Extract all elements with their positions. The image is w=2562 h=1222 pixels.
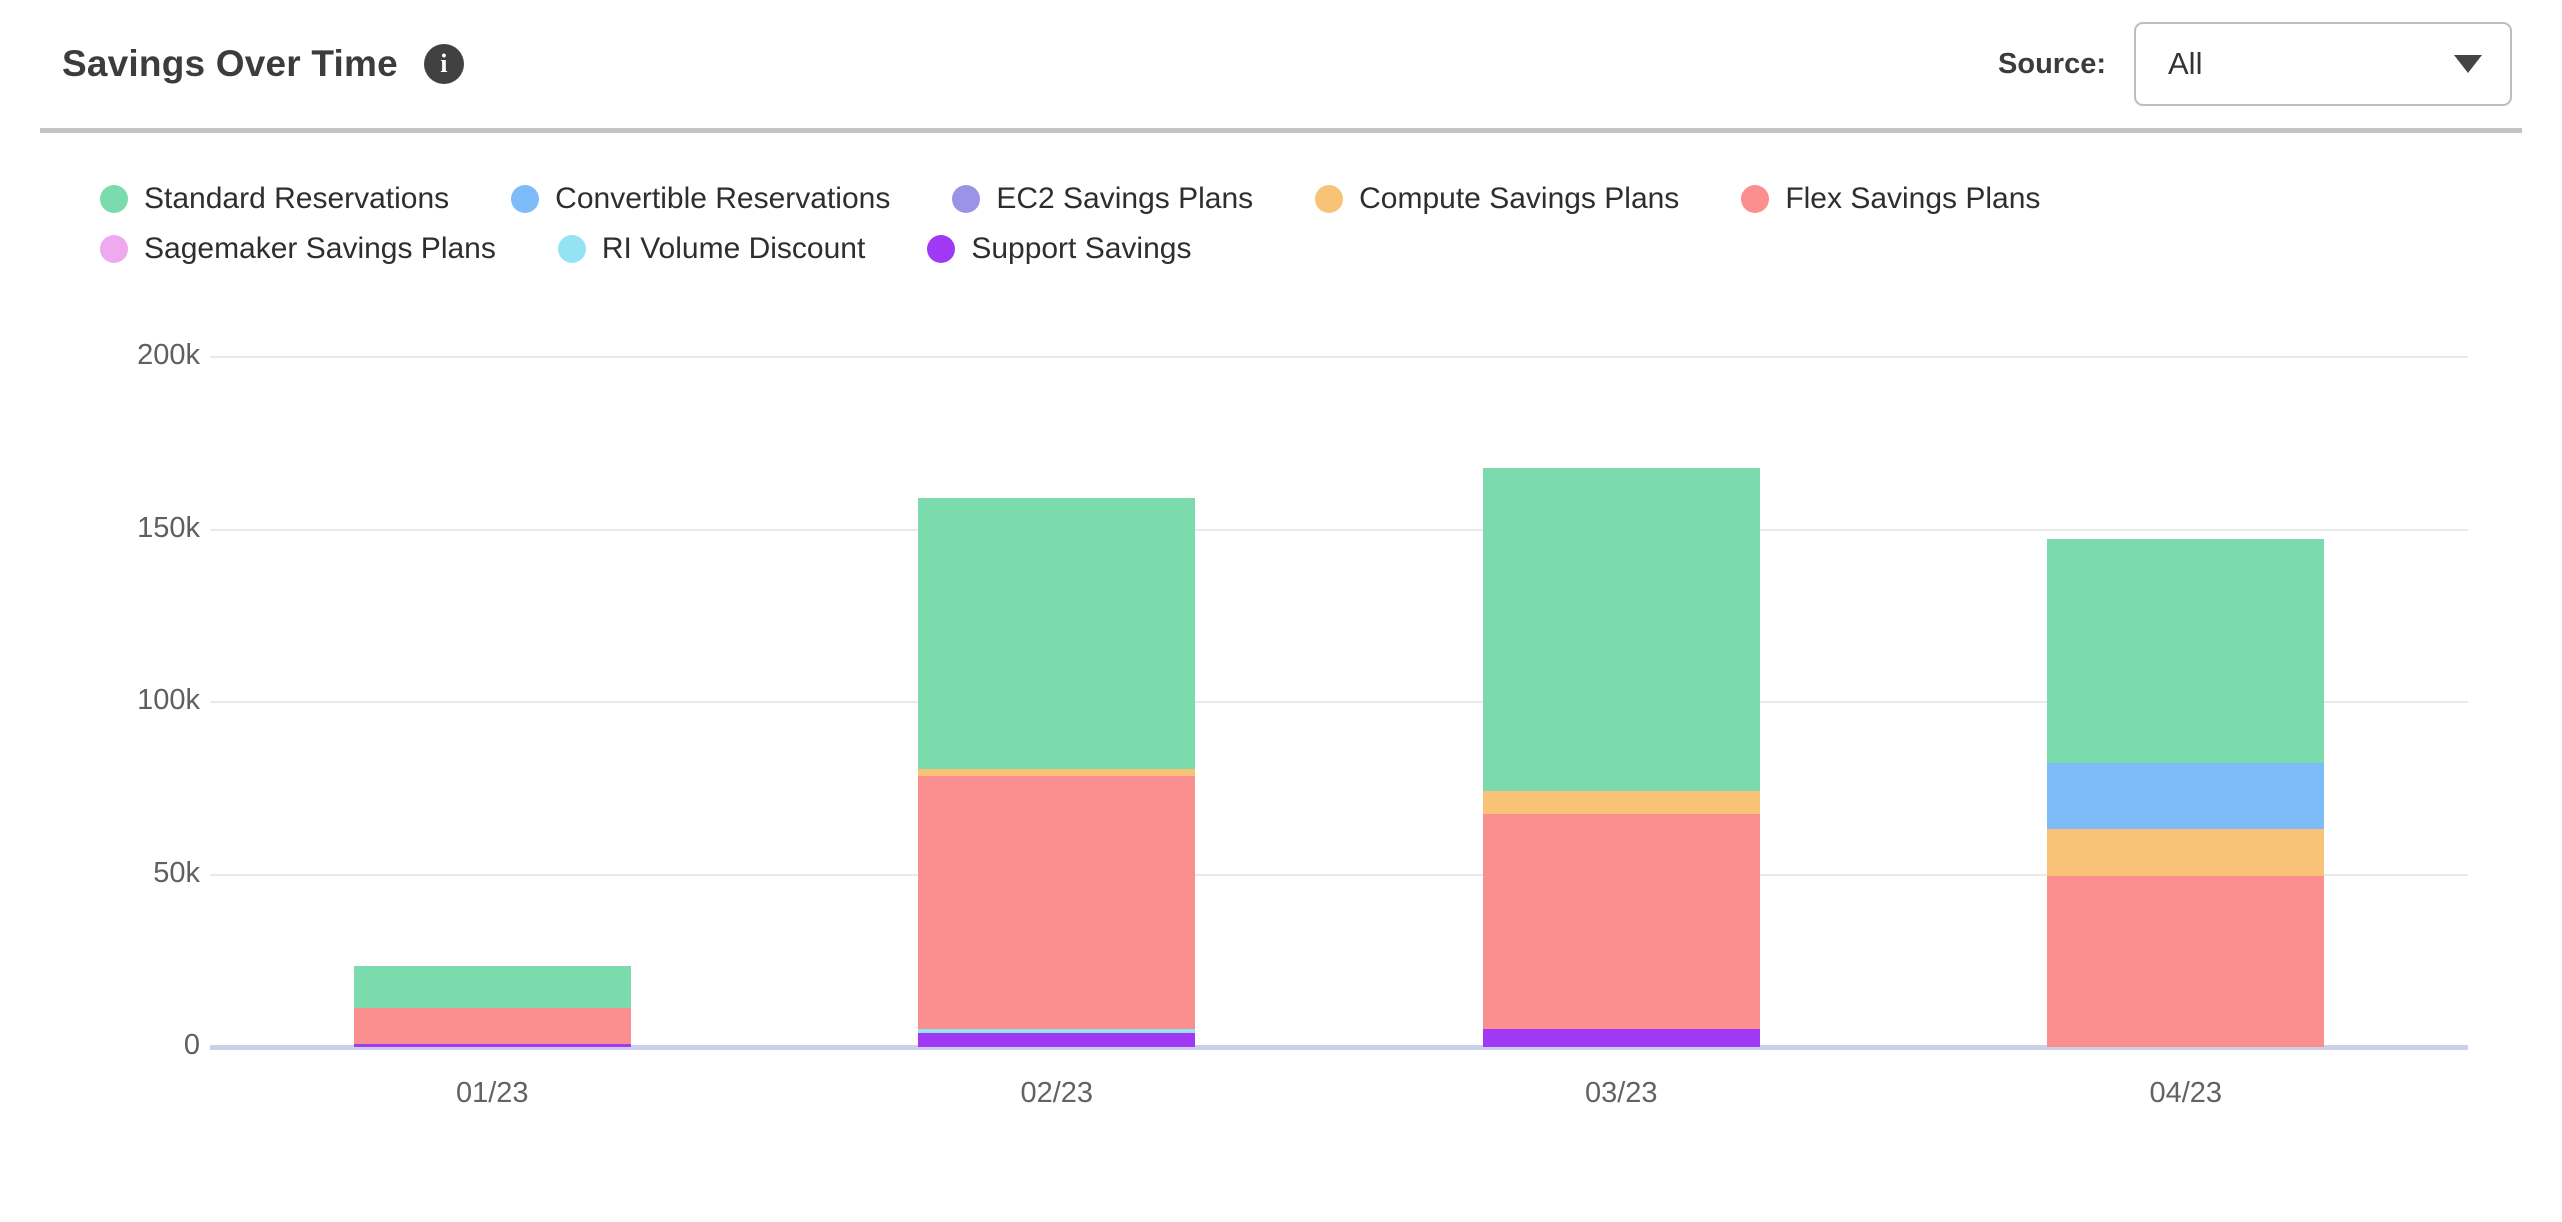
chart-legend: Standard Reservations Convertible Reserva… xyxy=(100,182,2480,266)
legend-item-standard-reservations[interactable]: Standard Reservations xyxy=(100,182,449,216)
legend-item-convertible-reservations[interactable]: Convertible Reservations xyxy=(511,182,890,216)
bar-segment-flex-savings-plans[interactable] xyxy=(1482,814,1760,1029)
x-axis-tick-label: 02/23 xyxy=(1020,1077,1094,1109)
legend-label: RI Volume Discount xyxy=(601,232,866,265)
legend-label: Compute Savings Plans xyxy=(1359,182,1680,215)
legend-dot-icon xyxy=(1741,185,1770,213)
bar-segment-standard-reservations[interactable] xyxy=(1482,468,1760,792)
legend-label: Sagemaker Savings Plans xyxy=(144,232,496,265)
bar-segment-standard-reservations[interactable] xyxy=(918,498,1196,770)
stacked-bar-02-23[interactable] xyxy=(918,498,1196,1047)
legend-item-support-savings[interactable]: Support Savings xyxy=(927,232,1191,266)
legend-dot-icon xyxy=(511,185,540,213)
legend-row-2: Sagemaker Savings Plans RI Volume Discoun… xyxy=(100,232,2480,266)
header-divider xyxy=(40,128,2522,133)
legend-label: EC2 Savings Plans xyxy=(996,182,1254,215)
legend-dot-icon xyxy=(100,185,128,213)
x-axis-baseline xyxy=(210,1045,2468,1050)
legend-dot-icon xyxy=(100,235,128,263)
y-axis-tick-label: 100k xyxy=(137,684,200,716)
savings-over-time-chart: 0 50k 100k 150k 200k 01/23 02/23 03/23 04/23 xyxy=(0,330,2562,1160)
legend-dot-icon xyxy=(557,235,586,263)
bar-segment-compute-savings-plans[interactable] xyxy=(1482,791,1760,815)
bar-segment-support-savings[interactable] xyxy=(353,1043,631,1047)
y-axis-tick-label: 200k xyxy=(137,339,200,371)
legend-item-ec2-savings-plans[interactable]: EC2 Savings Plans xyxy=(952,182,1253,216)
stacked-bar-01-23[interactable] xyxy=(353,966,631,1047)
x-axis-tick-label: 04/23 xyxy=(2149,1077,2223,1109)
source-dropdown-value: All xyxy=(2168,46,2203,81)
legend-dot-icon xyxy=(927,235,956,263)
bar-segment-compute-savings-plans[interactable] xyxy=(2047,828,2325,877)
bar-segment-standard-reservations[interactable] xyxy=(353,966,631,1009)
chart-header: Savings Over Time i Source: All xyxy=(0,0,2562,128)
x-axis-tick-label: 01/23 xyxy=(455,1077,529,1109)
bar-segment-ri-volume-discount[interactable] xyxy=(918,1029,1196,1034)
bar-segment-convertible-reservations[interactable] xyxy=(2047,762,2325,829)
info-icon[interactable]: i xyxy=(423,44,464,84)
bar-segment-support-savings[interactable] xyxy=(918,1033,1196,1047)
gridline xyxy=(210,873,2468,876)
stacked-bar-03-23[interactable] xyxy=(1482,468,1760,1047)
gridline xyxy=(210,356,2468,358)
y-axis-tick-label: 50k xyxy=(153,856,200,889)
bar-segment-standard-reservations[interactable] xyxy=(2047,539,2325,763)
bar-segment-flex-savings-plans[interactable] xyxy=(353,1008,631,1044)
bar-segment-support-savings[interactable] xyxy=(1482,1028,1760,1047)
chevron-down-icon xyxy=(2454,55,2482,73)
bar-segment-flex-savings-plans[interactable] xyxy=(2047,876,2325,1047)
gridline xyxy=(210,528,2468,531)
source-dropdown[interactable]: All xyxy=(2134,22,2512,106)
stacked-bar-04-23[interactable] xyxy=(2047,539,2325,1047)
legend-item-ri-volume-discount[interactable]: RI Volume Discount xyxy=(557,232,866,266)
legend-item-flex-savings-plans[interactable]: Flex Savings Plans xyxy=(1741,182,2040,216)
legend-dot-icon xyxy=(952,185,981,213)
page-title: Savings Over Time xyxy=(62,43,398,84)
x-axis-tick-label: 03/23 xyxy=(1584,1077,1658,1109)
legend-label: Flex Savings Plans xyxy=(1785,182,2041,215)
gridline xyxy=(210,701,2468,703)
legend-item-compute-savings-plans[interactable]: Compute Savings Plans xyxy=(1315,182,1679,216)
source-label: Source: xyxy=(1998,47,2106,80)
bar-segment-compute-savings-plans[interactable] xyxy=(918,769,1196,777)
legend-row-1: Standard Reservations Convertible Reserva… xyxy=(100,182,2480,216)
y-axis-tick-label: 0 xyxy=(183,1029,200,1061)
bar-segment-flex-savings-plans[interactable] xyxy=(918,776,1196,1030)
legend-label: Standard Reservations xyxy=(144,182,450,215)
legend-label: Convertible Reservations xyxy=(555,182,891,215)
legend-label: Support Savings xyxy=(971,232,1192,265)
y-axis-tick-label: 150k xyxy=(137,511,200,544)
legend-item-sagemaker-savings-plans[interactable]: Sagemaker Savings Plans xyxy=(100,232,496,266)
legend-dot-icon xyxy=(1315,185,1344,213)
